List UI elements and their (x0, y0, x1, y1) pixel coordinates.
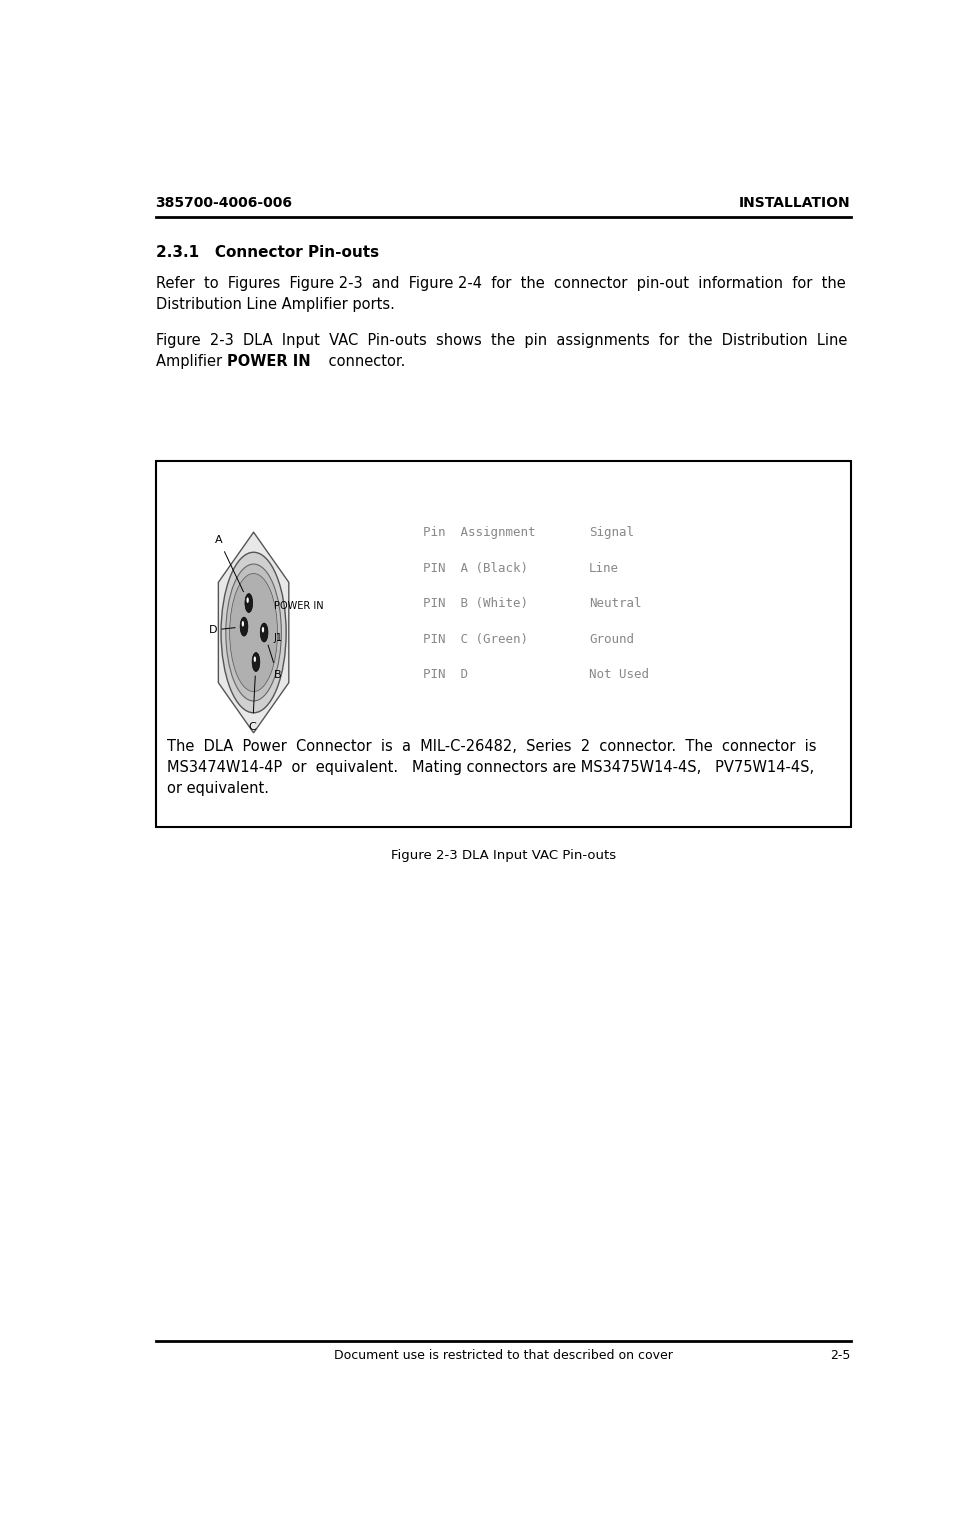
Text: PIN  A (Black): PIN A (Black) (423, 561, 528, 575)
Text: Not Used: Not Used (589, 668, 649, 681)
Polygon shape (218, 532, 289, 733)
Text: MS3474W14-4P  or  equivalent.   Mating connectors are MS3475W14-4S,   PV75W14-4S: MS3474W14-4P or equivalent. Mating conne… (167, 760, 814, 776)
Text: 2.3.1   Connector Pin-outs: 2.3.1 Connector Pin-outs (156, 245, 378, 261)
Text: POWER IN: POWER IN (273, 601, 323, 612)
Text: B: B (273, 670, 281, 681)
Text: Distribution Line Amplifier ports.: Distribution Line Amplifier ports. (156, 297, 394, 313)
Ellipse shape (254, 656, 256, 662)
Text: 385700-4006-006: 385700-4006-006 (156, 196, 293, 210)
FancyBboxPatch shape (156, 461, 850, 828)
Ellipse shape (246, 598, 249, 602)
Text: POWER IN: POWER IN (227, 354, 310, 369)
Ellipse shape (226, 564, 281, 701)
Text: The  DLA  Power  Connector  is  a  MIL-C-26482,  Series  2  connector.  The  con: The DLA Power Connector is a MIL-C-26482… (167, 739, 816, 754)
Ellipse shape (240, 618, 248, 636)
Text: Ground: Ground (589, 633, 634, 645)
Ellipse shape (252, 653, 260, 671)
Ellipse shape (262, 627, 264, 633)
Text: or equivalent.: or equivalent. (167, 782, 269, 796)
Text: Figure 2-3 DLA Input VAC Pin-outs: Figure 2-3 DLA Input VAC Pin-outs (390, 849, 616, 862)
Text: Neutral: Neutral (589, 598, 641, 610)
Ellipse shape (230, 573, 277, 691)
Text: J1: J1 (273, 633, 283, 642)
Text: Figure  2-3  DLA  Input  VAC  Pin-outs  shows  the  pin  assignments  for  the  : Figure 2-3 DLA Input VAC Pin-outs shows … (156, 333, 847, 348)
Text: A: A (215, 535, 223, 546)
Text: connector.: connector. (324, 354, 405, 369)
Text: Document use is restricted to that described on cover: Document use is restricted to that descr… (334, 1349, 672, 1361)
Ellipse shape (241, 621, 244, 627)
Text: Amplifier: Amplifier (156, 354, 227, 369)
Text: PIN  B (White): PIN B (White) (423, 598, 528, 610)
Ellipse shape (261, 622, 268, 642)
Text: Pin  Assignment: Pin Assignment (423, 526, 536, 540)
Text: Signal: Signal (589, 526, 634, 540)
Text: Line: Line (589, 561, 619, 575)
Text: PIN  D: PIN D (423, 668, 468, 681)
Text: 2-5: 2-5 (830, 1349, 850, 1361)
Text: PIN  C (Green): PIN C (Green) (423, 633, 528, 645)
Ellipse shape (245, 593, 253, 613)
Text: Refer  to  Figures  Figure 2-3  and  Figure 2-4  for  the  connector  pin-out  i: Refer to Figures Figure 2-3 and Figure 2… (156, 276, 846, 291)
Text: INSTALLATION: INSTALLATION (739, 196, 850, 210)
Text: D: D (208, 625, 217, 635)
Text: C: C (249, 722, 257, 731)
Ellipse shape (221, 552, 286, 713)
